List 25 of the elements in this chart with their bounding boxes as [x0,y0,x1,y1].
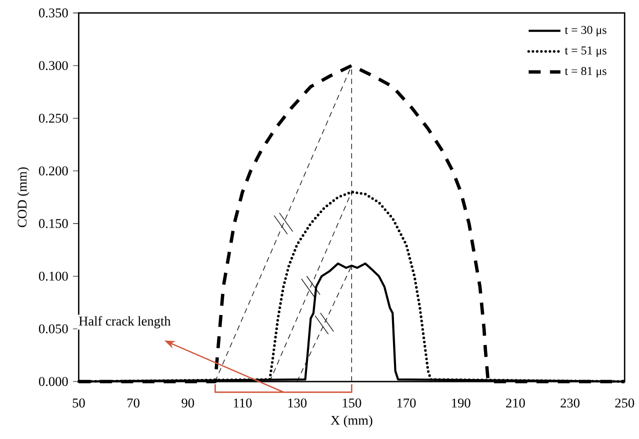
x-tick-label: 250 [615,398,634,408]
legend-label: t = 30 μs [564,26,606,36]
annotation: Half crack length [78,316,171,328]
legend-label: t = 81 μs [564,66,606,78]
y-tick-label: 0.050 [38,324,68,334]
x-tick-label: 50 [72,398,85,408]
x-tick-label: 230 [560,398,580,408]
x-tick-label: 150 [342,398,362,408]
x-axis-title: X (mm) [330,415,372,428]
x-tick-label: 110 [234,398,252,408]
x-tick-label: 130 [288,398,307,408]
y-tick-label: 0.300 [38,60,68,70]
y-tick-label: 0.150 [38,218,68,228]
y-tick-label: 0.250 [38,114,68,123]
x-tick-label: 70 [128,398,140,408]
y-axis-title: COD (mm) [17,167,30,227]
y-tick-label: 0.100 [38,272,68,281]
y-tick-label: 0.000 [38,376,68,386]
y-tick-label: 0.350 [38,8,68,18]
x-tick-label: 210 [506,398,525,408]
x-tick-label: 190 [452,398,470,408]
x-tick-label: 90 [182,398,194,408]
legend-label: t = 51 μs [564,46,606,57]
y-tick-label: 0.200 [38,166,68,176]
x-tick-label: 170 [397,398,416,408]
